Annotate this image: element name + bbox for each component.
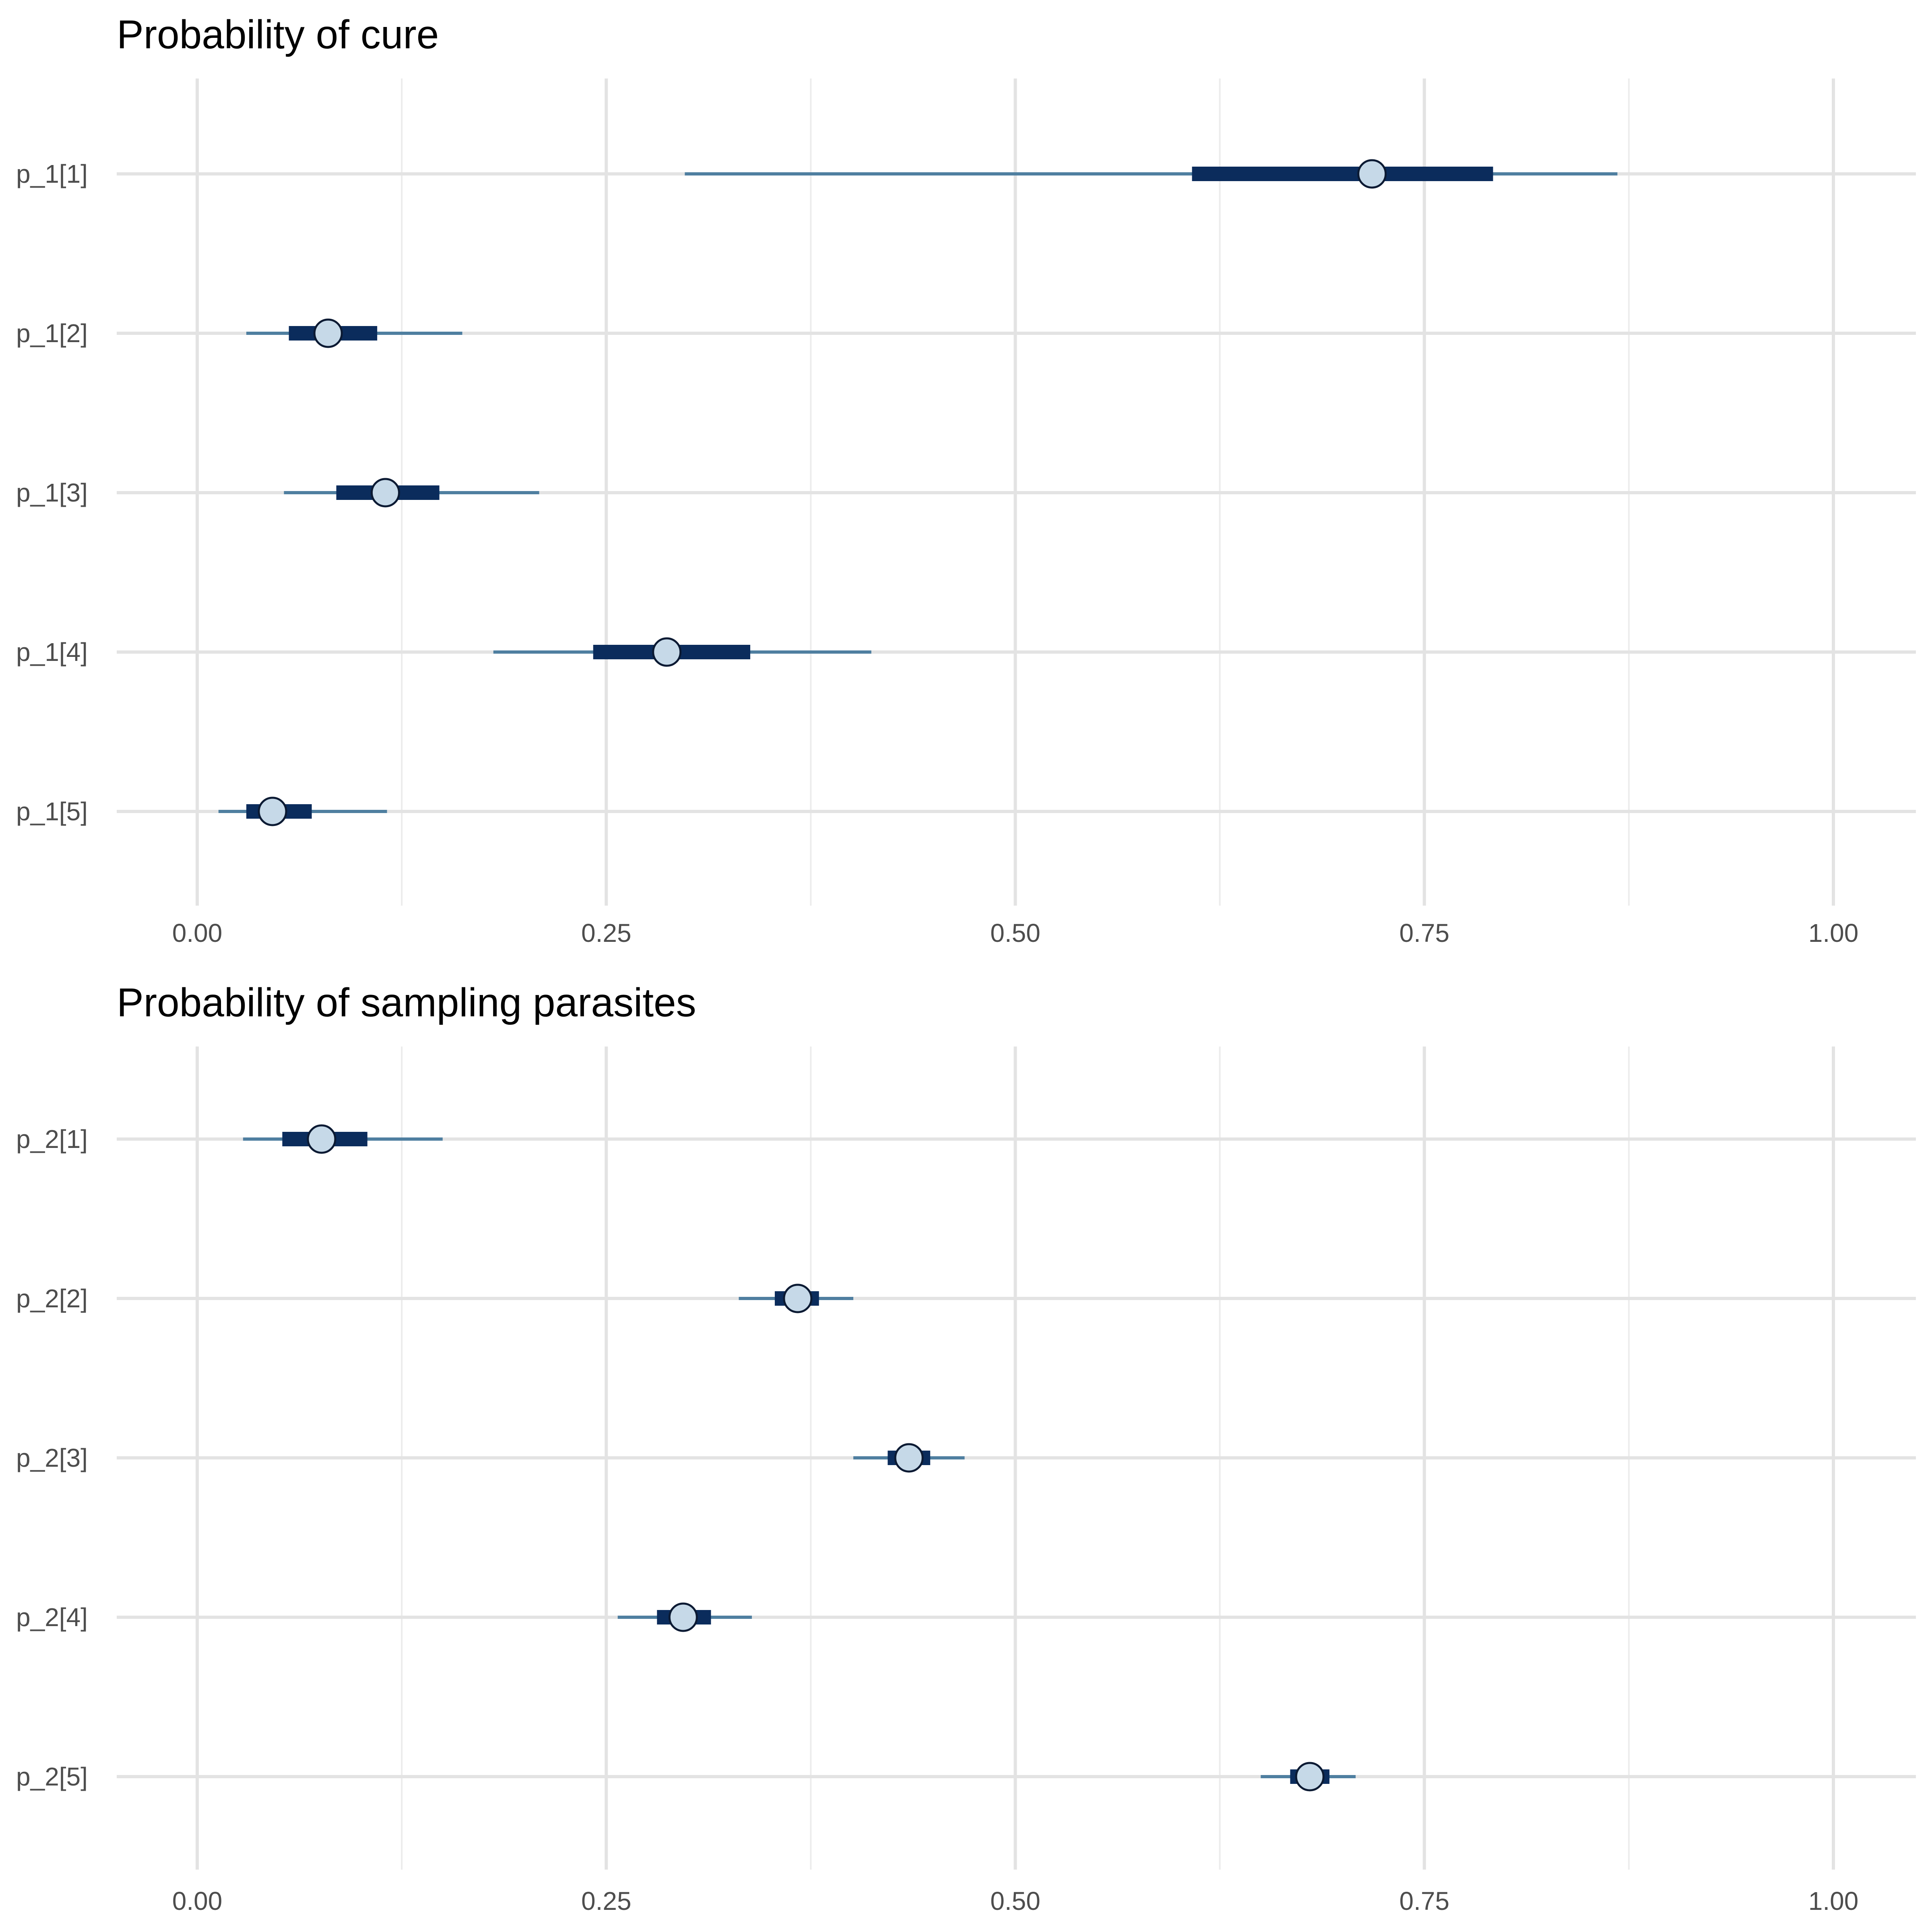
x-tick-label: 0.00 (172, 1887, 223, 1915)
y-category-label: p_2[3] (16, 1443, 88, 1472)
median-point (370, 478, 400, 508)
grid (117, 1046, 1916, 1870)
y-category-label: p_2[2] (16, 1284, 88, 1313)
x-tick-label: 1.00 (1808, 919, 1859, 947)
median-point (783, 1284, 813, 1313)
median-point (894, 1443, 924, 1473)
median-point (668, 1602, 698, 1632)
x-tick-label: 0.00 (172, 919, 223, 947)
x-tick-label: 0.50 (990, 1887, 1040, 1915)
x-tick-label: 0.75 (1399, 1887, 1449, 1915)
y-category-label: p_2[4] (16, 1603, 88, 1632)
panel-title: Probability of cure (117, 12, 439, 57)
median-point (258, 797, 287, 826)
y-category-label: p_1[5] (16, 797, 88, 826)
panel-probability-of-sampling-parasites: Probability of sampling parasites 0.00 0.… (16, 980, 1916, 1915)
x-tick-label: 0.50 (990, 919, 1040, 947)
median-point (652, 637, 682, 667)
y-category-label: p_1[4] (16, 638, 88, 667)
y-category-label: p_1[1] (16, 159, 88, 188)
y-category-label: p_2[5] (16, 1762, 88, 1791)
x-tick-label: 0.25 (581, 919, 632, 947)
median-point (313, 318, 343, 348)
y-category-label: p_2[1] (16, 1125, 88, 1154)
y-category-label: p_1[3] (16, 478, 88, 507)
panel-title: Probability of sampling parasites (117, 980, 696, 1025)
panel-probability-of-cure: Probability of cure 0.00 0.25 0.50 0.75 1.00… (16, 12, 1916, 947)
y-category-label: p_1[2] (16, 319, 88, 348)
median-point (1295, 1762, 1325, 1792)
median-point (1357, 159, 1387, 189)
median-point (307, 1124, 336, 1154)
x-tick-label: 1.00 (1808, 1887, 1859, 1915)
x-tick-label: 0.75 (1399, 919, 1449, 947)
x-tick-label: 0.25 (581, 1887, 632, 1915)
